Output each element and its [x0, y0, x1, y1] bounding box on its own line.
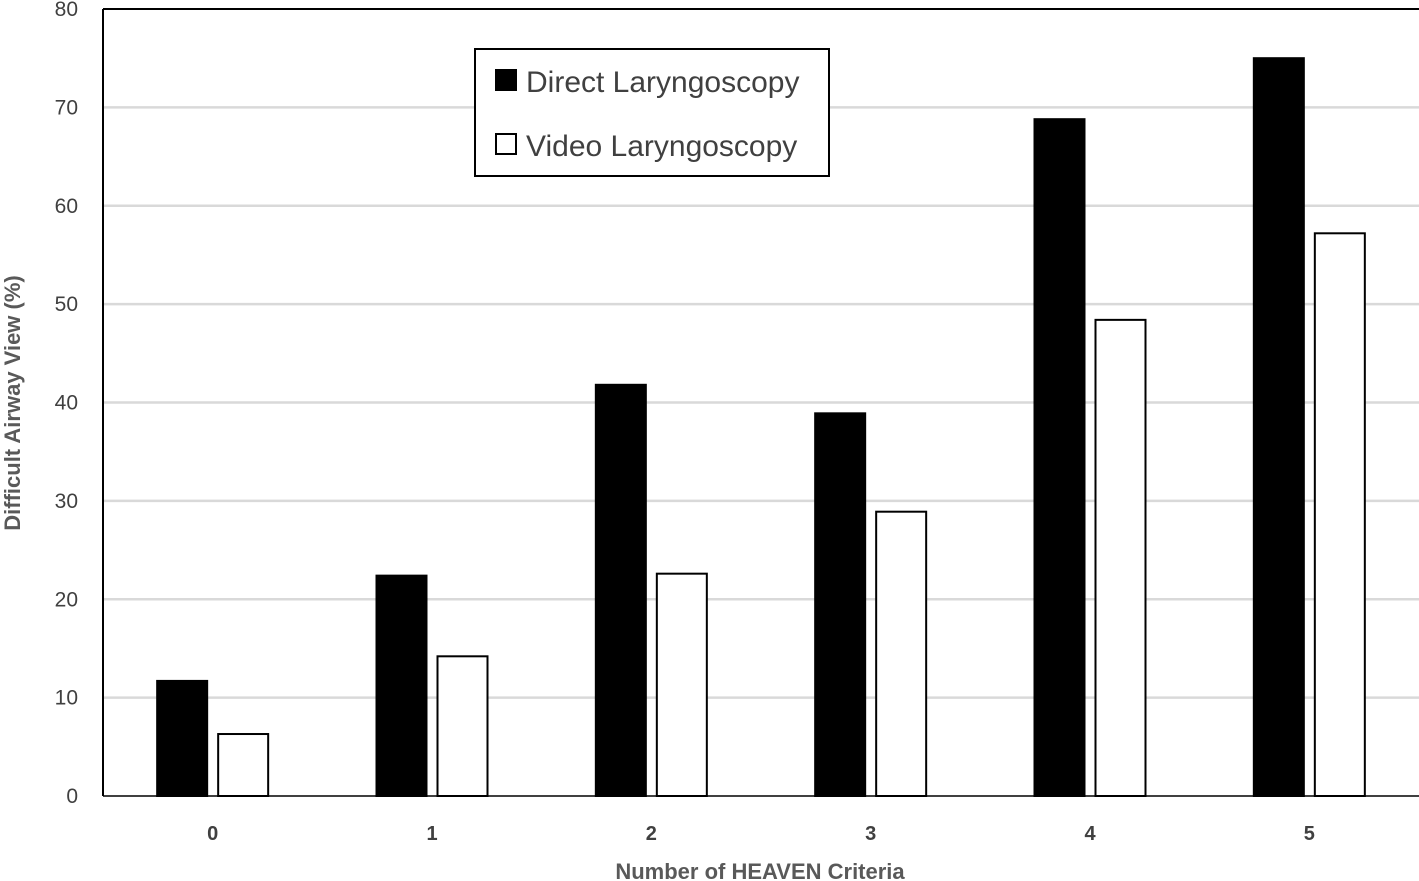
- legend-label-direct: Direct Laryngoscopy: [526, 66, 799, 99]
- x-axis-ticks: 0 1 2 3 4 5: [207, 823, 1315, 845]
- bars: [156, 57, 1366, 798]
- y-axis-ticks: 0 10 20 30 40 50 60 70 80: [55, 0, 78, 808]
- legend-label-video: Video Laryngoscopy: [526, 130, 797, 163]
- bar-video-2: [655, 572, 708, 797]
- bar-video-4: [1094, 318, 1147, 797]
- y-tick-label: 60: [55, 195, 78, 218]
- bar-direct-2: [594, 383, 647, 797]
- gridlines: [103, 106, 1419, 699]
- y-tick-label: 50: [55, 293, 78, 316]
- bar-video-0: [217, 733, 270, 797]
- y-axis-title: Difficult Airway View (%): [0, 275, 25, 531]
- y-tick-label: 70: [55, 96, 78, 119]
- legend-frame: [474, 48, 830, 177]
- y-tick-label: 80: [55, 0, 78, 21]
- bar-video-3: [875, 510, 928, 797]
- bar-video-1: [436, 655, 489, 797]
- y-tick-label: 0: [66, 785, 78, 808]
- legend: Direct Laryngoscopy Video Laryngoscopy: [474, 48, 830, 177]
- bar-direct-4: [1033, 118, 1086, 798]
- bar-direct-0: [156, 679, 209, 797]
- bar-video-5: [1313, 232, 1366, 798]
- bar-direct-1: [375, 574, 428, 798]
- legend-swatch-direct: [495, 69, 517, 91]
- x-tick-label: 0: [207, 823, 218, 845]
- x-tick-label: 2: [646, 823, 657, 845]
- x-tick-label: 4: [1084, 823, 1096, 845]
- y-tick-label: 40: [55, 392, 78, 415]
- x-tick-label: 5: [1304, 823, 1315, 845]
- x-axis-title: Number of HEAVEN Criteria: [615, 859, 905, 881]
- y-tick-label: 10: [55, 687, 78, 710]
- legend-swatch-video: [495, 133, 517, 155]
- y-tick-label: 30: [55, 490, 78, 513]
- y-tick-label: 20: [55, 588, 78, 611]
- bar-direct-3: [814, 412, 867, 797]
- x-tick-label: 1: [426, 823, 437, 845]
- bar-direct-5: [1252, 57, 1305, 797]
- x-tick-label: 3: [865, 823, 876, 845]
